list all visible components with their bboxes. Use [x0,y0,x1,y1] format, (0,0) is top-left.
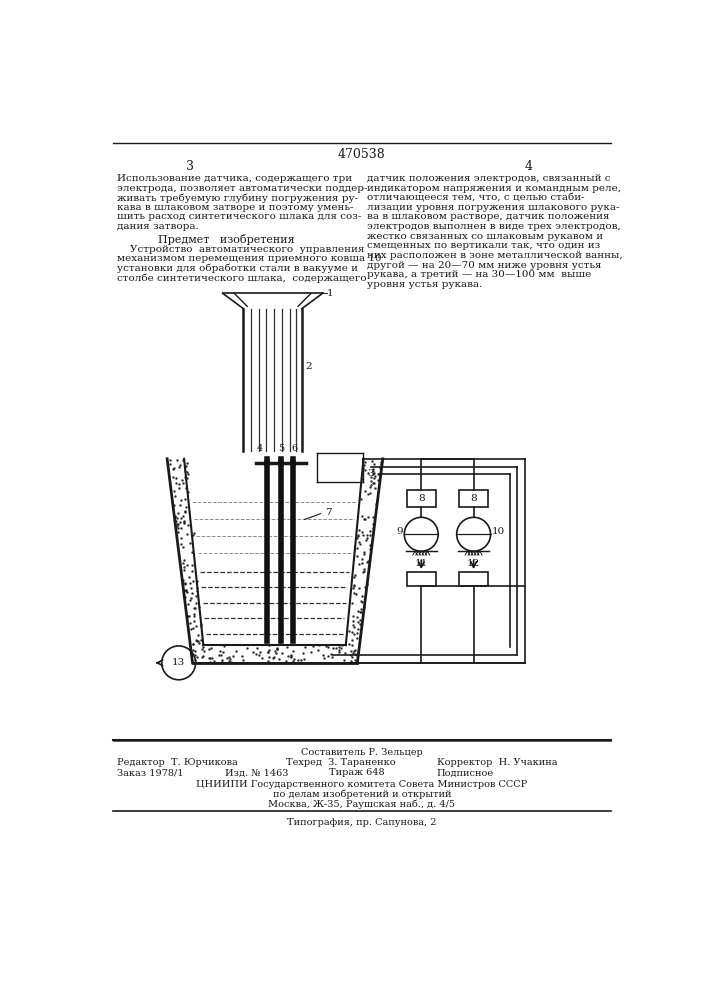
Text: 5: 5 [278,444,284,453]
Text: установки для обработки стали в вакууме и: установки для обработки стали в вакууме … [117,264,358,273]
Text: отличающееся тем, что, с целью стаби-: отличающееся тем, что, с целью стаби- [368,193,585,202]
Text: ЦНИИПИ Государственного комитета Совета Министров СССР: ЦНИИПИ Государственного комитета Совета … [197,780,527,789]
Text: механизмом перемещения приемного ковша 10: механизмом перемещения приемного ковша 1… [117,254,382,263]
Bar [459,490,489,507]
Text: электрода, позволяет автоматически поддер-: электрода, позволяет автоматически подде… [117,184,368,193]
Bar [459,572,489,586]
Text: шить расход синтетического шлака для соз-: шить расход синтетического шлака для соз… [117,212,361,221]
Text: уровня устья рукава.: уровня устья рукава. [368,280,483,289]
Text: 1: 1 [327,289,333,298]
Text: столбе синтетического шлака,  содержащего: столбе синтетического шлака, содержащего [117,274,367,283]
Text: электродов выполнен в виде трех электродов,: электродов выполнен в виде трех электрод… [368,222,621,231]
Text: 3: 3 [368,469,374,478]
Text: живать требуемую глубину погружения ру-: живать требуемую глубину погружения ру- [117,193,358,203]
Text: жестко связанных со шлаковым рукавом и: жестко связанных со шлаковым рукавом и [368,232,604,241]
Text: индикатором напряжения и командным реле,: индикатором напряжения и командным реле, [368,184,621,193]
Text: Устройство  автоматического  управления: Устройство автоматического управления [117,245,365,254]
Text: Составитель Р. Зельцер: Составитель Р. Зельцер [301,748,423,757]
Text: 6: 6 [291,444,297,453]
Text: 10: 10 [492,527,506,536]
Text: 8: 8 [470,494,477,503]
Text: 4: 4 [525,160,533,173]
Text: 2: 2 [305,362,312,371]
Text: 8: 8 [418,494,425,503]
Text: смещенных по вертикали так, что один из: смещенных по вертикали так, что один из [368,241,600,250]
Text: 4: 4 [257,444,263,453]
Text: Типография, пр. Сапунова, 2: Типография, пр. Сапунова, 2 [287,818,437,827]
Text: 3: 3 [186,160,194,173]
Text: 7: 7 [325,508,332,517]
Text: Техред  З. Тараненко: Техред З. Тараненко [286,758,396,767]
Text: по делам изобретений и открытий: по делам изобретений и открытий [273,790,451,799]
Text: Предмет   изобретения: Предмет изобретения [158,234,295,245]
Text: Тираж 648: Тираж 648 [329,768,385,777]
Text: Москва, Ж-35, Раушская наб., д. 4/5: Москва, Ж-35, Раушская наб., д. 4/5 [269,800,455,809]
Text: Заказ 1978/1: Заказ 1978/1 [117,768,184,777]
Text: датчик положения электродов, связанный с: датчик положения электродов, связанный с [368,174,611,183]
Text: дания затвора.: дания затвора. [117,222,199,231]
Text: них расположен в зоне металлической ванны,: них расположен в зоне металлической ванн… [368,251,623,260]
Text: 470538: 470538 [338,148,386,161]
Text: рукава, а третий — на 30—100 мм  выше: рукава, а третий — на 30—100 мм выше [368,270,592,279]
Text: ва в шлаковом растворе, датчик положения: ва в шлаковом растворе, датчик положения [368,212,610,221]
Text: кава в шлаковом затворе и поэтому умень-: кава в шлаковом затворе и поэтому умень- [117,203,354,212]
Text: Редактор  Т. Юрчикова: Редактор Т. Юрчикова [117,758,238,767]
Bar [407,490,436,507]
Text: 13: 13 [172,658,185,667]
Text: Использование датчика, содержащего три: Использование датчика, содержащего три [117,174,352,183]
Text: 11: 11 [414,559,428,568]
Text: 12: 12 [467,559,480,568]
Bar [407,572,436,586]
Text: Изд. № 1463: Изд. № 1463 [225,768,288,777]
Text: лизации уровня погружения шлакового рука-: лизации уровня погружения шлакового рука… [368,203,620,212]
Text: 9: 9 [396,527,403,536]
Text: Подписное: Подписное [437,768,493,777]
Text: другой — на 20—70 мм ниже уровня устья: другой — на 20—70 мм ниже уровня устья [368,261,602,270]
Text: Корректор  Н. Учакина: Корректор Н. Учакина [437,758,557,767]
